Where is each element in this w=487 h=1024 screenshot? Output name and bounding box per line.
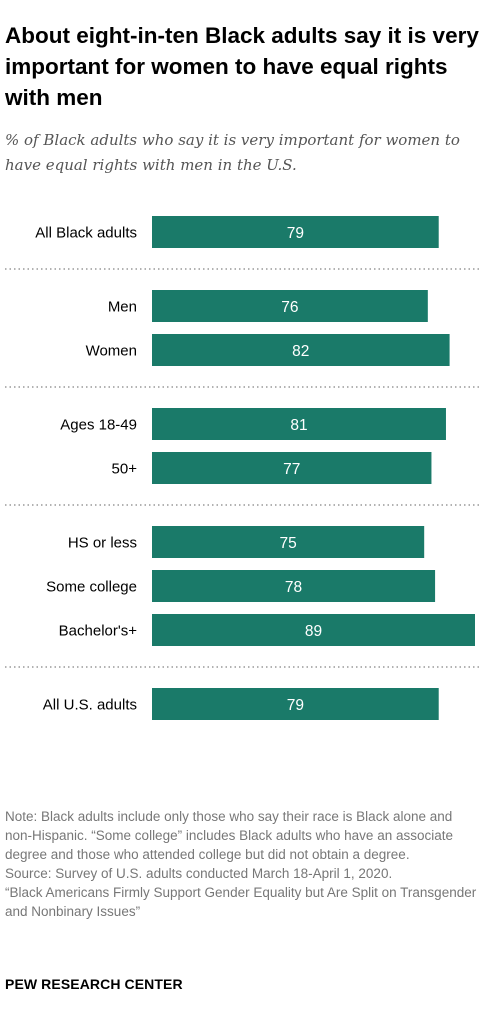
bar-50 — [152, 452, 432, 484]
bar-all-black-adults — [152, 216, 439, 248]
data-label: 89 — [305, 623, 322, 640]
report-title-text: “Black Americans Firmly Support Gender E… — [5, 885, 477, 919]
bar-chart: All Black adults 79 Men 76 Women 82 Ages 18-49… — [5, 216, 482, 720]
bar-all-u-s-adults — [152, 688, 439, 720]
bar-bachelor-s — [152, 614, 475, 646]
category-label: Ages 18-49 — [60, 417, 137, 434]
data-label: 78 — [285, 579, 302, 596]
category-label: Women — [86, 343, 137, 360]
note-text: Note: Black adults include only those wh… — [5, 809, 453, 862]
chart-subtitle: % of Black adults who say it is very imp… — [5, 131, 460, 174]
chart-title: About eight-in-ten Black adults say it i… — [5, 23, 479, 110]
category-label: Men — [108, 299, 137, 316]
bar-ages-18-49 — [152, 408, 446, 440]
chart-notes: Note: Black adults include only those wh… — [5, 807, 483, 921]
category-label: All Black adults — [35, 225, 137, 242]
data-label: 81 — [290, 417, 307, 434]
data-label: 82 — [292, 343, 309, 360]
category-label: Bachelor's+ — [59, 623, 138, 640]
data-label: 79 — [287, 225, 304, 242]
brand-name: PEW RESEARCH CENTER — [5, 976, 183, 992]
category-label: 50+ — [112, 461, 138, 478]
category-label: HS or less — [68, 535, 137, 552]
category-label: All U.S. adults — [43, 697, 137, 714]
category-label: Some college — [46, 579, 137, 596]
data-label: 75 — [279, 535, 296, 552]
bar-hs-or-less — [152, 526, 425, 558]
data-label: 77 — [283, 461, 300, 478]
source-text: Source: Survey of U.S. adults conducted … — [5, 866, 393, 881]
data-label: 76 — [281, 299, 298, 316]
bar-some-college — [152, 570, 436, 602]
bar-women — [152, 334, 450, 366]
bar-men — [152, 290, 428, 322]
data-label: 79 — [287, 697, 304, 714]
